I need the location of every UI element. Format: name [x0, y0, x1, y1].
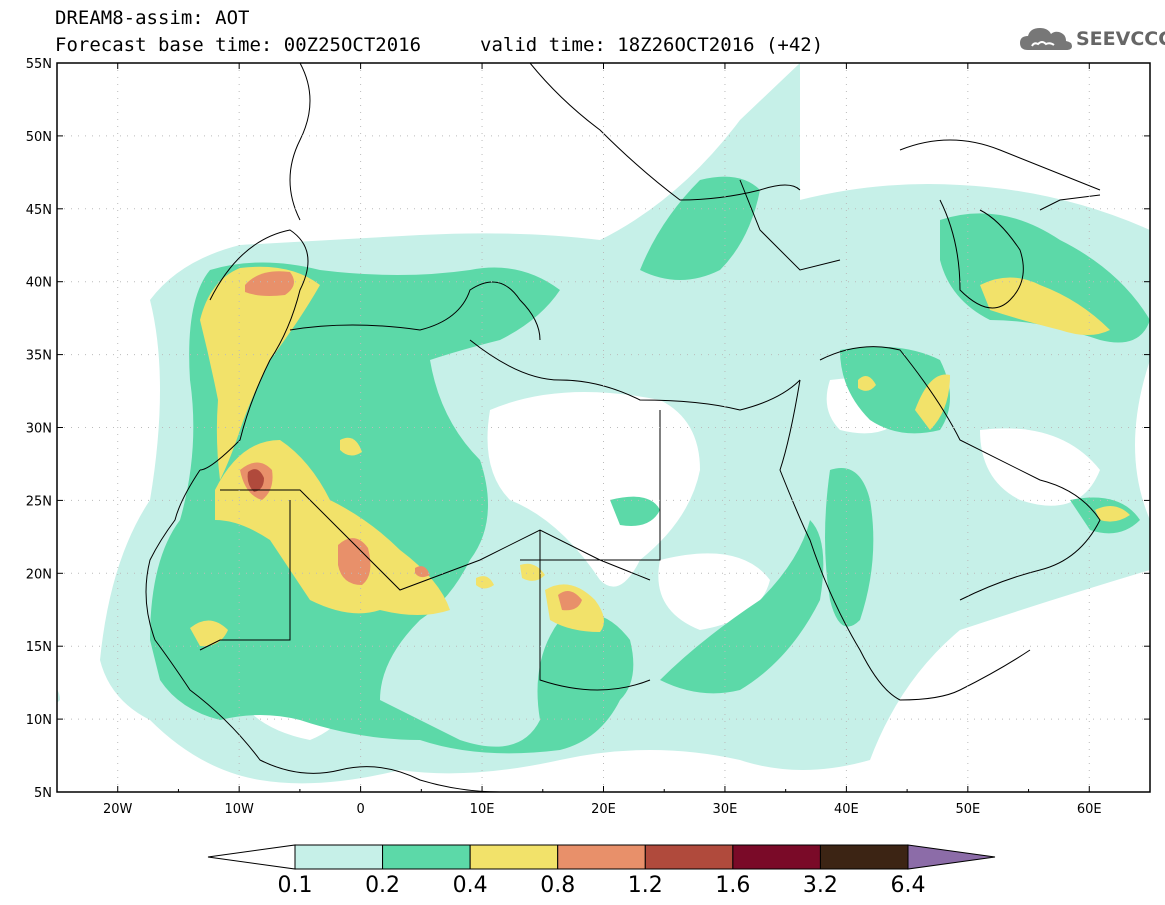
colorbar-low-arrow [207, 844, 296, 870]
grid [57, 63, 1150, 792]
colorbar-label: 3.2 [803, 873, 838, 898]
colorbar-label: 1.2 [628, 873, 663, 898]
colorbar-high-arrow [907, 844, 996, 870]
lat-label: 10N [26, 713, 52, 728]
aot-band-0.8 [240, 271, 582, 611]
map-title: DREAM8-assim: AOT [55, 7, 250, 29]
colorbar-label: 0.1 [278, 873, 313, 898]
lon-label: 30E [713, 802, 738, 817]
lon-label: 10E [470, 802, 495, 817]
seevccc-logo: SEEVCCC [1018, 22, 1165, 56]
lon-label: 60E [1077, 802, 1102, 817]
colorbar-label: 1.6 [715, 873, 750, 898]
lon-label: 20W [103, 802, 133, 817]
lat-label: 35N [26, 349, 52, 364]
colorbar-label: 0.2 [365, 873, 400, 898]
lon-label: 0 [356, 802, 364, 817]
colorbar-label: 6.4 [891, 873, 926, 898]
lat-label: 25N [26, 494, 52, 509]
lon-label: 20E [591, 802, 616, 817]
latitude-axis: 55N 50N 45N 40N 35N 30N 25N 20N 15N 10N 5N [26, 57, 1150, 801]
lat-label: 45N [26, 203, 52, 218]
aot-field [57, 63, 1150, 784]
colorbar-label: 0.4 [453, 873, 488, 898]
colorbar-swatch [644, 844, 734, 870]
lat-label: 20N [26, 567, 52, 582]
lat-label: 15N [26, 640, 52, 655]
aot-band-0.2 [150, 176, 1150, 754]
colorbar-swatch [732, 844, 821, 870]
valid-time: valid time: 18Z26OCT2016 (+42) [480, 34, 824, 56]
logo-text: SEEVCCC [1076, 28, 1165, 50]
lat-label: 30N [26, 422, 52, 437]
lat-label: 55N [26, 57, 52, 72]
colorbar-swatch [382, 844, 471, 870]
lat-label: 50N [26, 130, 52, 145]
cloud-icon [1020, 28, 1072, 50]
colorbar: 0.1 0.2 0.4 0.8 1.2 1.6 3.2 6.4 [207, 844, 996, 898]
aot-band-1.2 [247, 469, 264, 492]
lon-label: 10W [224, 802, 254, 817]
colorbar-swatch [557, 844, 646, 870]
colorbar-label: 0.8 [540, 873, 575, 898]
lat-label: 5N [34, 786, 52, 801]
lon-label: 40E [834, 802, 859, 817]
colorbar-swatch [294, 844, 384, 870]
forecast-base-time: Forecast base time: 00Z25OCT2016 [55, 34, 422, 56]
coastlines [145, 63, 1101, 792]
colorbar-swatch [819, 844, 909, 870]
lat-label: 40N [26, 276, 52, 291]
longitude-axis: 20W 10W 0 10E 20E 30E 40E 50E 60E [56, 63, 1151, 817]
colorbar-swatch [469, 844, 559, 870]
lon-label: 50E [955, 802, 980, 817]
